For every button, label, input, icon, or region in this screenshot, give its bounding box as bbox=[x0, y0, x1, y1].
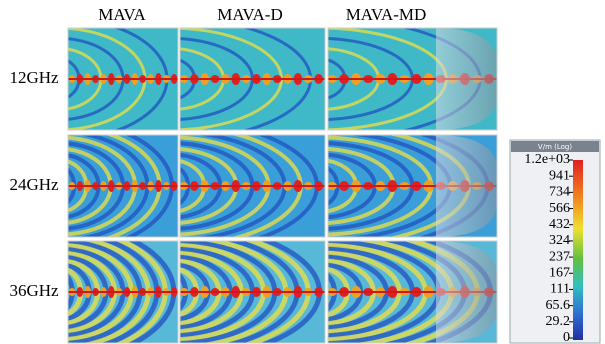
colorbar-strip bbox=[573, 160, 583, 340]
colorbar-label: 0 bbox=[563, 330, 570, 344]
dielectric-lens bbox=[436, 28, 498, 130]
colorbar-label: 29.2 bbox=[546, 314, 571, 329]
row-label: 24GHz bbox=[9, 175, 59, 194]
colorbar-label: 237 bbox=[549, 249, 570, 264]
column-header: MAVA bbox=[98, 5, 146, 24]
column-header: MAVA-D bbox=[217, 5, 283, 24]
colorbar-label: 167 bbox=[549, 265, 570, 280]
dielectric-lens bbox=[436, 135, 498, 237]
row-label: 36GHz bbox=[9, 281, 59, 300]
colorbar-label: 324 bbox=[549, 233, 570, 248]
colorbar-title: V/m (Log) bbox=[538, 143, 572, 151]
dielectric-lens bbox=[436, 241, 498, 343]
column-header: MAVA-MD bbox=[346, 5, 427, 24]
colorbar-label: 566 bbox=[549, 201, 570, 216]
colorbar-label: 111 bbox=[550, 282, 570, 297]
field-panels bbox=[0, 18, 498, 344]
colorbar-label: 65.6 bbox=[546, 298, 571, 313]
figure: V/m (Log) 1.2e+03941 734566432324237167 11… bbox=[0, 0, 605, 344]
colorbar-label: 941 bbox=[549, 168, 570, 183]
colorbar-label: 1.2e+03 bbox=[524, 152, 570, 167]
colorbar-label: 432 bbox=[549, 217, 570, 232]
colorbar-label: 734 bbox=[549, 185, 570, 200]
row-label: 12GHz bbox=[9, 68, 59, 87]
